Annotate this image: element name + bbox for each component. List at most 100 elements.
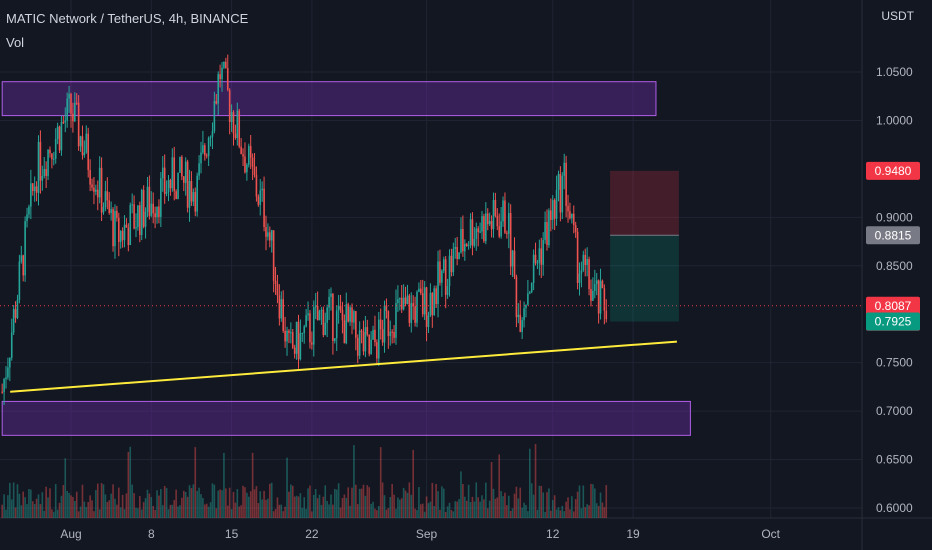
candle-body <box>64 120 67 123</box>
candle-body <box>225 61 227 68</box>
volume-indicator-label[interactable]: Vol <box>6 35 25 50</box>
volume-bar <box>494 498 497 518</box>
y-tick-label: 0.6500 <box>876 453 913 467</box>
volume-bar <box>209 502 212 518</box>
volume-bar <box>356 504 359 518</box>
candle-body <box>404 297 407 304</box>
candle-body <box>592 290 594 301</box>
volume-bar <box>169 504 172 518</box>
volume-bar <box>247 496 250 518</box>
candle-body <box>267 232 269 237</box>
candle-body <box>521 320 523 332</box>
candle-body <box>414 306 416 323</box>
volume-bar <box>506 505 508 518</box>
volume-bar <box>265 499 267 518</box>
volume-bar <box>10 499 13 518</box>
candle-body <box>391 331 393 333</box>
candle-body <box>1 391 3 393</box>
volume-bar <box>161 505 164 518</box>
volume-bar <box>332 504 334 518</box>
volume-bar <box>79 506 82 518</box>
candle-body <box>320 309 323 311</box>
candle-body <box>140 190 143 235</box>
volume-bar <box>576 491 579 518</box>
candle-body <box>332 293 334 341</box>
volume-bar <box>486 508 489 518</box>
candle-body <box>211 131 214 137</box>
candle-body <box>441 270 443 283</box>
symbol-title[interactable]: MATIC Network / TetherUS, 4h, BINANCE <box>6 11 249 26</box>
volume-bar <box>318 494 321 518</box>
x-tick-label: 8 <box>148 527 155 541</box>
candle-body <box>299 333 302 360</box>
volume-bar <box>402 487 405 518</box>
volume-bar <box>202 497 204 518</box>
volume-bar <box>18 493 21 518</box>
candle-body <box>465 243 468 247</box>
volume-bar <box>330 494 332 518</box>
candle-body <box>569 211 571 219</box>
volume-bar <box>548 488 550 518</box>
volume-bar <box>421 503 424 518</box>
volume-bar <box>385 509 388 518</box>
candle-body <box>307 313 309 316</box>
price-badge-label: 0.7925 <box>875 314 912 328</box>
volume-bar <box>439 509 441 518</box>
volume-bar <box>146 489 149 518</box>
volume-bar <box>175 489 177 518</box>
volume-bar <box>324 485 327 518</box>
volume-bar <box>179 505 181 518</box>
price-axis[interactable]: 1.0500 1.0000 0.9000 0.8500 0.7500 0.7000 0.65… <box>876 65 913 515</box>
volume-bar <box>483 499 485 518</box>
volume-bar <box>578 485 581 518</box>
volume-bar <box>452 511 455 518</box>
volume-bars <box>1 443 608 518</box>
candle-body <box>54 138 57 159</box>
candle-body <box>360 330 363 333</box>
volume-bar <box>507 495 510 518</box>
volume-bar <box>190 488 193 518</box>
volume-bar <box>284 506 286 518</box>
x-tick-label: Oct <box>761 527 780 541</box>
volume-bar <box>188 485 191 518</box>
trendline-group[interactable] <box>10 340 677 393</box>
candle-body <box>95 189 97 192</box>
candle-body <box>112 209 114 247</box>
volume-bar <box>282 511 284 518</box>
candle-body <box>565 162 567 206</box>
candle-body <box>244 156 246 173</box>
volume-bar <box>204 504 206 518</box>
time-axis[interactable]: Aug 8 15 22 Sep 12 19 Oct <box>60 527 780 541</box>
volume-bar <box>263 490 265 518</box>
volume-bar <box>217 490 219 518</box>
candle-body <box>322 309 325 335</box>
volume-bar <box>341 498 344 518</box>
candle-body <box>179 156 181 173</box>
candle-body <box>207 137 210 156</box>
candle-body <box>291 332 294 348</box>
volume-bar <box>410 494 413 518</box>
volume-bar <box>51 509 53 518</box>
candle-body <box>362 332 365 352</box>
volume-bar <box>376 510 378 518</box>
volume-bar <box>551 500 554 518</box>
candle-body <box>517 314 520 318</box>
candle-body <box>590 288 592 301</box>
candle-body <box>276 283 279 296</box>
candle-body <box>253 166 256 175</box>
candle-body <box>156 206 158 218</box>
candle-body <box>41 175 44 181</box>
short-position-tool[interactable] <box>0 170 862 322</box>
volume-bar <box>223 452 225 518</box>
volume-bar <box>347 487 349 518</box>
candle-body <box>376 342 378 359</box>
candle-body <box>309 313 311 343</box>
volume-bar <box>540 485 543 518</box>
candle-body <box>442 259 445 271</box>
candle-body <box>582 254 585 271</box>
volume-bar <box>431 482 434 518</box>
candle-body <box>328 296 330 308</box>
y-tick-label: 0.7500 <box>876 356 913 370</box>
